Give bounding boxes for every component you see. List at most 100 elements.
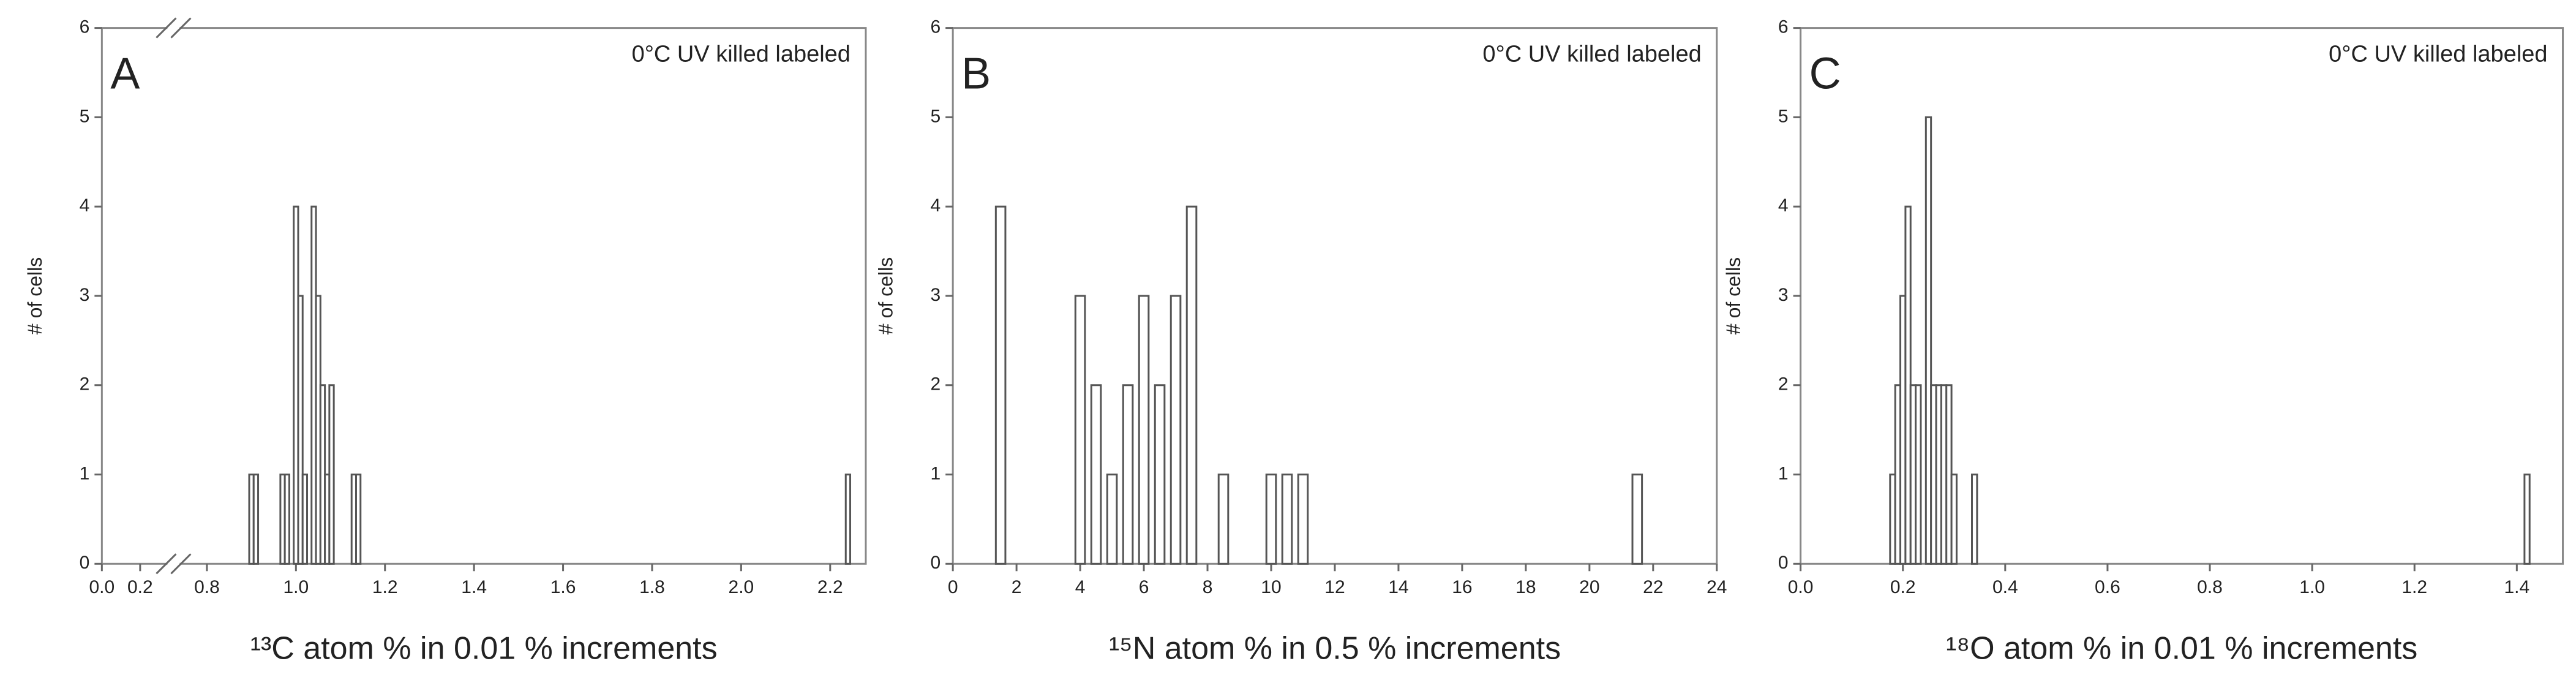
y-tick-label: 5 — [80, 106, 90, 126]
bar — [1074, 295, 1086, 565]
y-tick-label: 6 — [1778, 17, 1789, 37]
x-tick-label: 20 — [1579, 577, 1599, 597]
bar — [284, 474, 290, 565]
x-tick-label: 18 — [1515, 577, 1536, 597]
y-tick-label: 0 — [1778, 553, 1789, 573]
panel-label: A — [110, 50, 140, 99]
axis-break-gap — [167, 25, 180, 31]
bar — [1281, 474, 1293, 565]
bar — [844, 474, 852, 565]
axis-break-gap — [167, 561, 180, 567]
x-tick-label: 0.8 — [194, 577, 220, 597]
x-tick-label: 1.6 — [550, 577, 576, 597]
y-tick-label: 1 — [80, 463, 90, 483]
x-tick-label: 0.0 — [1788, 577, 1814, 597]
axis-break-mark — [170, 553, 192, 575]
bar — [1154, 384, 1166, 565]
x-tick-label: 1.4 — [2504, 577, 2529, 597]
plot-frame — [100, 27, 867, 565]
bar — [328, 384, 335, 565]
x-tick-label: 1.4 — [461, 577, 487, 597]
x-tick-label: 10 — [1261, 577, 1281, 597]
y-tick-label: 0 — [80, 553, 90, 573]
bar — [1122, 384, 1134, 565]
bar — [994, 205, 1007, 565]
x-tick-label: 22 — [1643, 577, 1663, 597]
x-tick-label: 0.8 — [2197, 577, 2223, 597]
x-tick-label: 2 — [1012, 577, 1022, 597]
axis-break-mark — [156, 17, 177, 39]
bar — [1950, 474, 1958, 565]
x-tick-label: 1.2 — [2401, 577, 2427, 597]
bar — [1297, 474, 1309, 565]
x-tick-label: 0.2 — [127, 577, 153, 597]
y-tick-label: 3 — [930, 285, 941, 305]
x-axis-label: ¹⁵N atom % in 0.5 % increments — [1109, 631, 1561, 667]
y-tick-label: 3 — [80, 285, 90, 305]
bar — [1971, 474, 1978, 565]
x-tick-label: 0.4 — [1992, 577, 2018, 597]
bar — [301, 474, 309, 565]
bar — [2523, 474, 2531, 565]
y-tick-label: 4 — [930, 195, 941, 216]
y-tick-label: 0 — [930, 553, 941, 573]
x-axis-label: ¹³C atom % in 0.01 % increments — [250, 631, 718, 667]
x-tick-label: 1.0 — [2299, 577, 2325, 597]
panel-label: C — [1809, 50, 1841, 99]
y-tick-label: 2 — [80, 374, 90, 395]
bar — [1217, 474, 1230, 565]
y-axis-label: # of cells — [1722, 257, 1744, 335]
y-tick-label: 2 — [1778, 374, 1789, 395]
bar — [297, 295, 304, 565]
y-tick-label: 6 — [930, 17, 941, 37]
axis-break-mark — [156, 553, 177, 575]
bar — [1631, 474, 1643, 565]
y-tick-label: 4 — [80, 195, 90, 216]
annotation: 0°C UV killed labeled — [2329, 42, 2547, 67]
x-tick-label: 14 — [1388, 577, 1408, 597]
x-tick-label: 2.2 — [817, 577, 843, 597]
x-tick-label: 0.0 — [89, 577, 115, 597]
x-tick-label: 0.6 — [2095, 577, 2120, 597]
x-tick-label: 16 — [1452, 577, 1472, 597]
x-tick-label: 2.0 — [729, 577, 754, 597]
y-axis-label: # of cells — [875, 257, 897, 335]
axis-break-mark — [170, 17, 192, 39]
bar — [252, 474, 260, 565]
bar — [1265, 474, 1277, 565]
y-tick-label: 3 — [1778, 285, 1789, 305]
y-tick-label: 5 — [1778, 106, 1789, 126]
plot-frame — [952, 27, 1718, 565]
bar — [1924, 116, 1932, 565]
x-tick-label: 0.2 — [1890, 577, 1916, 597]
y-tick-label: 4 — [1778, 195, 1789, 216]
x-tick-label: 4 — [1075, 577, 1086, 597]
y-tick-label: 6 — [80, 17, 90, 37]
bar — [355, 474, 362, 565]
bar — [1138, 295, 1150, 565]
y-tick-label: 1 — [930, 463, 941, 483]
annotation: 0°C UV killed labeled — [632, 42, 851, 67]
y-tick-label: 1 — [1778, 463, 1789, 483]
bar — [1170, 295, 1182, 565]
x-tick-label: 1.8 — [639, 577, 665, 597]
annotation: 0°C UV killed labeled — [1482, 42, 1701, 67]
x-tick-label: 1.0 — [283, 577, 309, 597]
y-axis-label: # of cells — [24, 257, 46, 335]
x-tick-label: 1.2 — [372, 577, 398, 597]
bar — [1185, 205, 1198, 565]
bar — [1106, 474, 1118, 565]
y-tick-label: 5 — [930, 106, 941, 126]
bar — [1915, 384, 1922, 565]
y-tick-label: 2 — [930, 374, 941, 395]
panel-label: B — [961, 50, 991, 99]
x-tick-label: 12 — [1324, 577, 1345, 597]
x-tick-label: 8 — [1203, 577, 1213, 597]
bar — [1090, 384, 1102, 565]
x-tick-label: 24 — [1707, 577, 1727, 597]
x-tick-label: 0 — [948, 577, 958, 597]
x-tick-label: 6 — [1139, 577, 1149, 597]
x-axis-label: ¹⁸O atom % in 0.01 % increments — [1946, 631, 2417, 667]
